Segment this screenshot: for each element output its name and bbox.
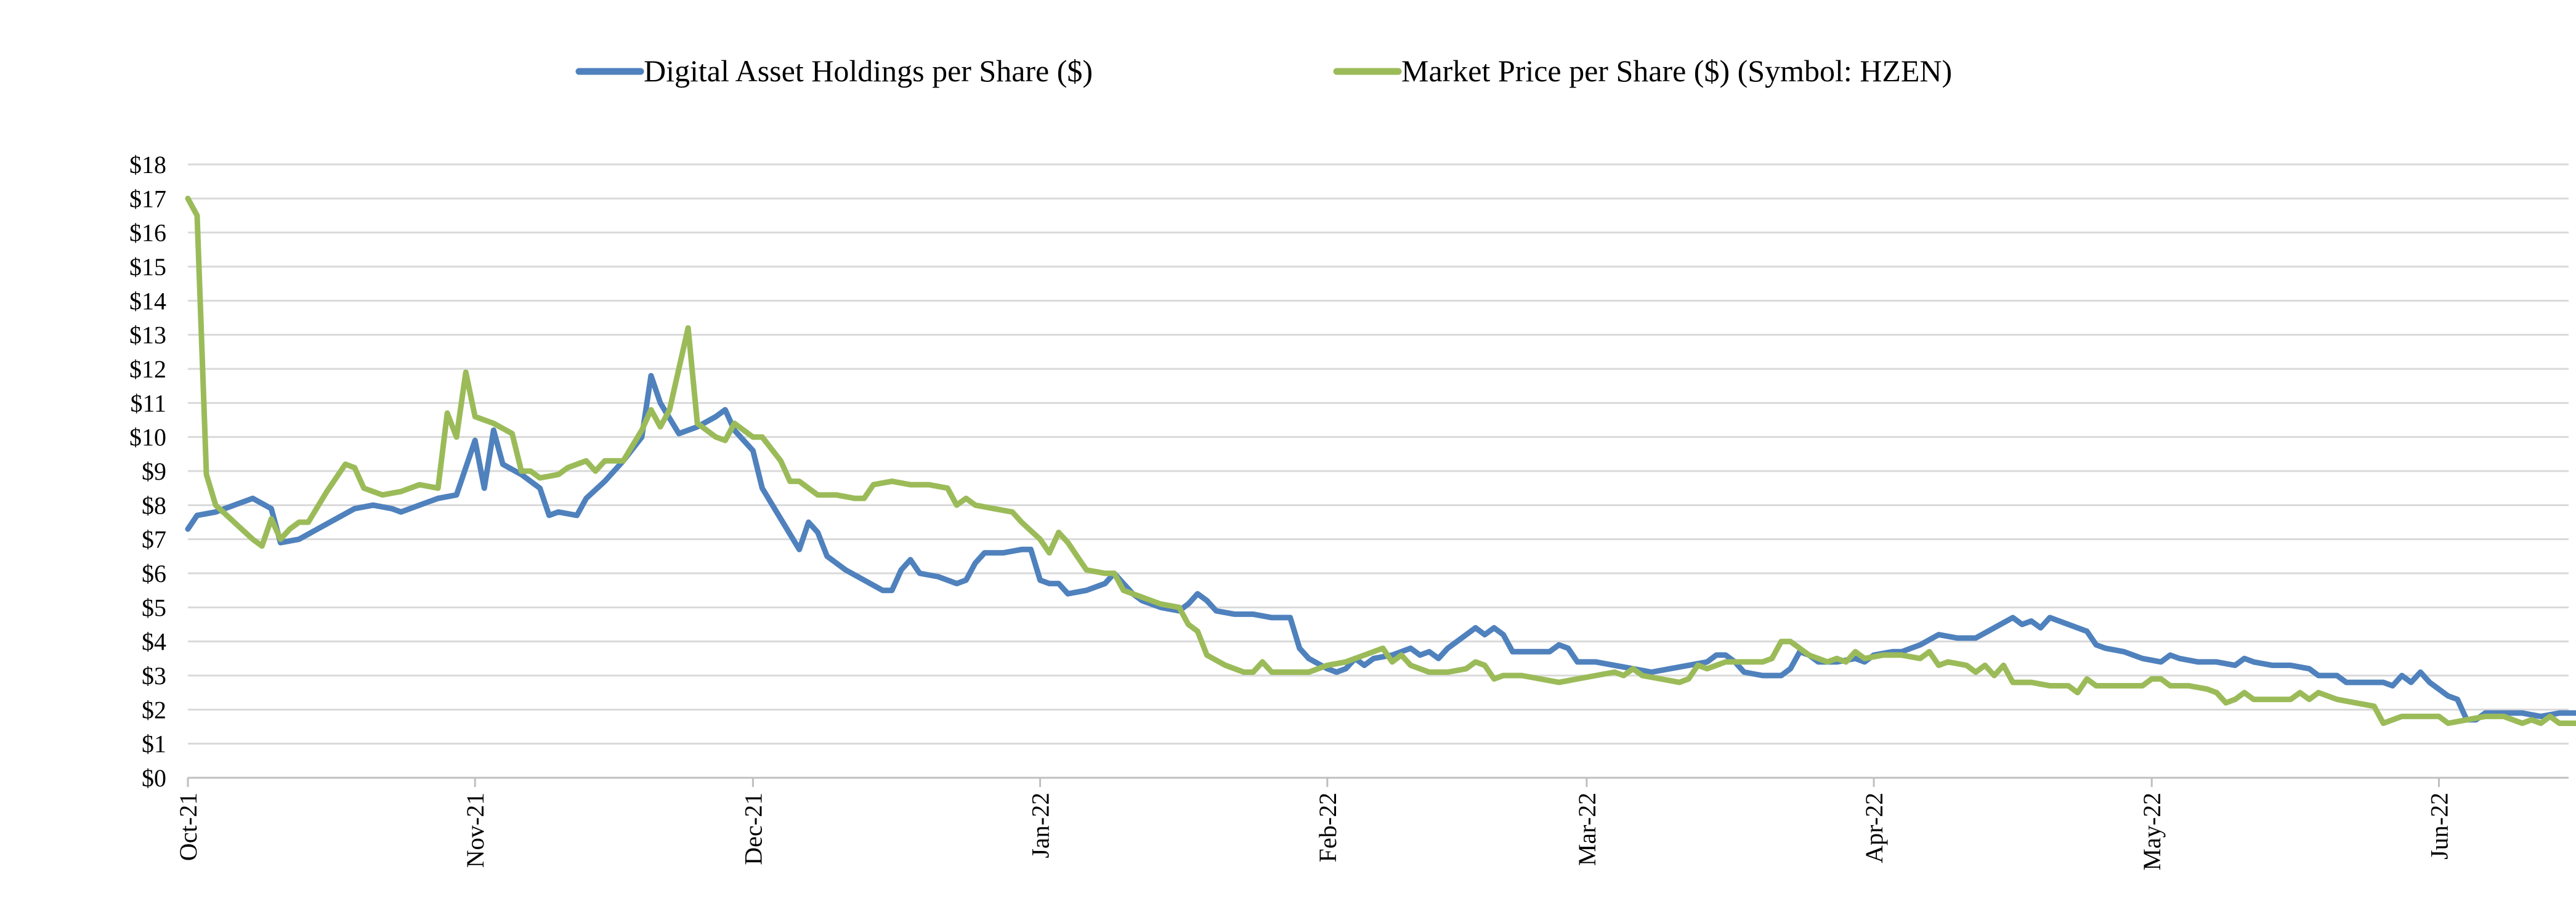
y-tick-label: $16 — [129, 219, 166, 247]
gridlines — [188, 163, 2569, 745]
x-axis: Oct-21 Nov-21 Dec-21 Jan-22 Feb-22 Mar-22 Apr-… — [174, 777, 2569, 871]
y-tick-label: $3 — [142, 662, 166, 690]
y-tick-label: $2 — [142, 696, 166, 724]
x-tick-label: May-22 — [2138, 793, 2166, 871]
y-tick-label: $12 — [129, 355, 166, 383]
y-axis-tick-labels: $0 $1 $2 $3 $4 $5 $6 $7 $8 $9 $10 $11 $12 $13 $14 $15 $1… — [129, 151, 166, 792]
y-tick-label: $8 — [142, 491, 166, 519]
series-line-market-price — [185, 195, 2576, 726]
y-tick-label: $0 — [142, 764, 166, 792]
y-tick-label: $10 — [129, 424, 166, 451]
y-tick-label: $13 — [129, 321, 166, 349]
x-tick-label: Feb-22 — [1314, 793, 1342, 862]
y-tick-label: $18 — [129, 151, 166, 179]
y-tick-label: $5 — [142, 594, 166, 621]
x-tick-label: Jan-22 — [1027, 793, 1055, 858]
x-tick-label: Nov-21 — [461, 793, 489, 868]
x-tick-label: Dec-21 — [739, 793, 767, 865]
series-lines — [185, 195, 2576, 726]
legend-label-digital-asset: Digital Asset Holdings per Share ($) — [644, 54, 1093, 88]
y-tick-label: $14 — [129, 287, 166, 315]
y-tick-label: $11 — [130, 389, 166, 417]
legend: Digital Asset Holdings per Share ($) Mar… — [575, 54, 1952, 88]
y-tick-label: $15 — [129, 253, 166, 281]
x-tick-label: Mar-22 — [1573, 793, 1601, 866]
x-tick-label: Apr-22 — [1860, 793, 1888, 863]
x-tick-label: Oct-21 — [174, 793, 202, 861]
legend-label-market-price: Market Price per Share ($) (Symbol: HZEN… — [1401, 54, 1952, 88]
y-tick-label: $1 — [142, 730, 166, 758]
y-tick-label: $7 — [142, 526, 166, 554]
y-tick-label: $6 — [142, 560, 166, 587]
y-tick-label: $4 — [142, 628, 166, 656]
y-tick-label: $9 — [142, 458, 166, 485]
x-tick-label: Jun-22 — [2425, 793, 2453, 860]
series-line-digital-asset — [185, 373, 2576, 723]
y-tick-label: $17 — [129, 185, 166, 212]
